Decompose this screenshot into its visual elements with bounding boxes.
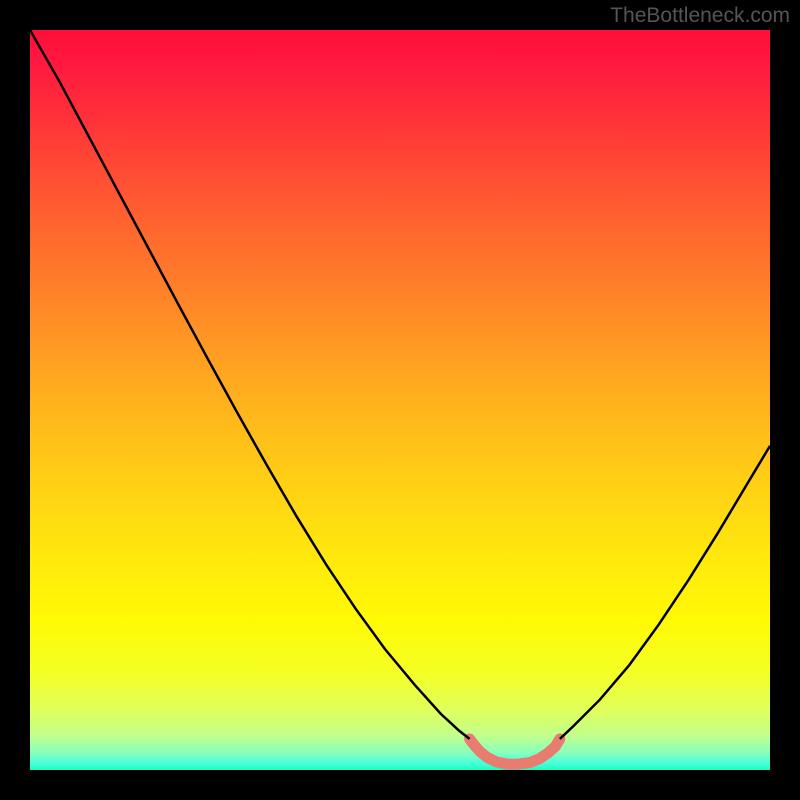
curve-left-path [30,30,470,739]
chart-curves [30,30,770,770]
curve-right-path [560,446,770,739]
watermark-text: TheBottleneck.com [610,4,790,28]
valley-marker-path [470,739,560,764]
bottleneck-chart [30,30,770,770]
